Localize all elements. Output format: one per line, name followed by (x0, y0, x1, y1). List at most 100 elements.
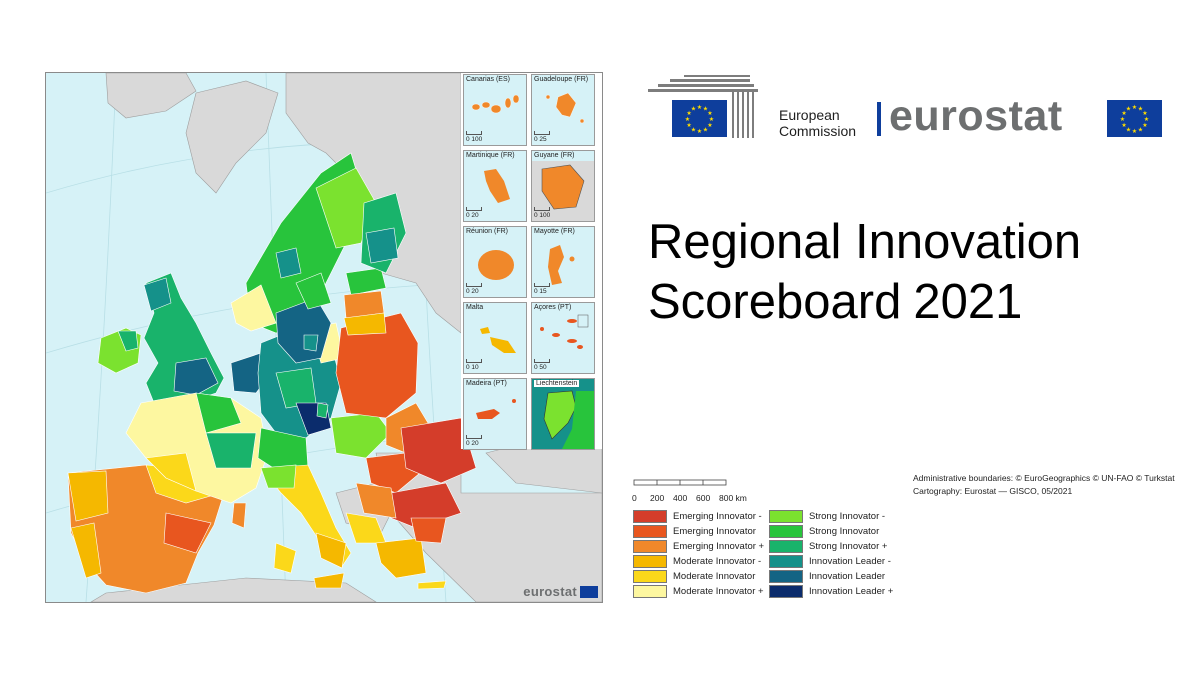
legend-column-2: Strong Innovator - Strong Innovator Stro… (769, 509, 893, 599)
svg-text:★: ★ (691, 106, 696, 113)
inset-title: Réunion (FR) (466, 228, 509, 235)
legend-label: Innovation Leader + (809, 586, 894, 597)
svg-text:★: ★ (686, 110, 691, 117)
scale-tick: 200 (650, 493, 665, 503)
svg-text:★: ★ (1126, 106, 1131, 113)
european-commission-building-logo (648, 75, 758, 138)
legend-label: Emerging Innovator (673, 526, 756, 537)
legend-item: Strong Innovator (769, 524, 893, 539)
svg-text:★: ★ (1132, 104, 1137, 111)
svg-text:★: ★ (1144, 116, 1149, 123)
inset-title: Guadeloupe (FR) (534, 76, 589, 83)
map-credits: Administrative boundaries: © EuroGeograp… (913, 472, 1175, 498)
legend-item: Emerging Innovator - (633, 509, 764, 524)
legend-swatch (633, 585, 667, 598)
svg-text:★: ★ (1126, 126, 1131, 133)
europe-choropleth (46, 73, 602, 602)
inset-mayotte: Mayotte (FR) 0 15 (531, 226, 595, 298)
legend-swatch (633, 510, 667, 523)
ec-line1: European (779, 107, 840, 123)
svg-text:★: ★ (703, 126, 708, 133)
eurostat-wordmark: eurostat (889, 92, 1063, 140)
eu-flag-icon (580, 585, 598, 598)
inset-martinique: Martinique (FR) 0 20 (463, 150, 527, 222)
credits-boundaries: Administrative boundaries: © EuroGeograp… (913, 473, 1175, 483)
inset-liechtenstein: Liechtenstein (531, 378, 595, 450)
svg-text:★: ★ (1121, 122, 1126, 129)
inset-scale: 0 50 (534, 359, 550, 371)
svg-text:★: ★ (1142, 110, 1147, 117)
page-title: Regional Innovation Scoreboard 2021 (648, 212, 1081, 332)
svg-text:★: ★ (1132, 128, 1137, 135)
inset-title: Mayotte (FR) (534, 228, 575, 235)
inset-scale: 0 15 (534, 283, 550, 295)
legend-swatch (769, 540, 803, 553)
ec-line2: Commission (779, 123, 857, 139)
legend-label: Moderate Innovator - (673, 556, 762, 567)
legend-item: Innovation Leader - (769, 554, 893, 569)
legend-swatch (769, 570, 803, 583)
legend-column-1: Emerging Innovator - Emerging Innovator … (633, 509, 764, 599)
svg-text:★: ★ (703, 106, 708, 113)
svg-text:★: ★ (1121, 110, 1126, 117)
map-eurostat-watermark: eurostat (523, 584, 598, 599)
inset-scale: 0 20 (466, 207, 482, 219)
inset-scale: 0 10 (466, 359, 482, 371)
inset-title: Liechtenstein (534, 380, 580, 387)
watermark-text: eurostat (523, 584, 577, 599)
legend-swatch (769, 585, 803, 598)
logo-bar: ★ ★ ★ ★ ★ ★ ★ ★ ★ ★ ★ ★ European Commission euro… (648, 72, 1163, 140)
inset-canarias: Canarias (ES) 0 100 (463, 74, 527, 146)
title-main: Scoreboard (648, 275, 902, 329)
legend-item: Strong Innovator - (769, 509, 893, 524)
legend-label: Moderate Innovator (673, 571, 756, 582)
credits-cartography: Cartography: Eurostat — GISCO, 05/2021 (913, 486, 1073, 496)
legend-swatch (633, 570, 667, 583)
svg-text:★: ★ (709, 116, 714, 123)
legend-label: Emerging Innovator - (673, 511, 762, 522)
legend-label: Innovation Leader (809, 571, 886, 582)
inset-acores: Açores (PT) 0 50 (531, 302, 595, 374)
legend-swatch (633, 555, 667, 568)
legend-label: Strong Innovator - (809, 511, 886, 522)
legend-swatch (769, 510, 803, 523)
svg-text:★: ★ (691, 126, 696, 133)
svg-text:★: ★ (1138, 106, 1143, 113)
logo-divider (877, 102, 881, 136)
svg-text:★: ★ (685, 116, 690, 123)
svg-text:★: ★ (697, 128, 702, 135)
legend-item: Emerging Innovator (633, 524, 764, 539)
legend-label: Strong Innovator + (809, 541, 888, 552)
inset-title: Açores (PT) (534, 304, 572, 311)
inset-title: Canarias (ES) (466, 76, 510, 83)
inset-malta: Malta 0 10 (463, 302, 527, 374)
legend-label: Innovation Leader - (809, 556, 891, 567)
scale-tick: 600 (696, 493, 711, 503)
legend-swatch (769, 555, 803, 568)
legend-item: Moderate Innovator - (633, 554, 764, 569)
legend-item: Innovation Leader + (769, 584, 893, 599)
legend-item: Strong Innovator + (769, 539, 893, 554)
title-year: 2021 (913, 275, 1023, 329)
legend-item: Innovation Leader (769, 569, 893, 584)
svg-text:★: ★ (1120, 116, 1125, 123)
svg-text:★: ★ (697, 104, 702, 111)
inset-madeira: Madeira (PT) 0 20 (463, 378, 527, 450)
inset-scale: 0 20 (466, 283, 482, 295)
regional-innovation-map: Canarias (ES) 0 100 Guadeloupe (FR) 0 25… (45, 72, 603, 603)
svg-text:★: ★ (707, 122, 712, 129)
inset-guyane: Guyane (FR) 0 100 (531, 150, 595, 222)
eu-flag-icon: ★ ★ ★ ★ ★ ★ ★ ★ ★ ★ ★ ★ (1107, 100, 1162, 137)
svg-text:★: ★ (1138, 126, 1143, 133)
scale-bar-graphic (633, 479, 727, 486)
inset-guadeloupe: Guadeloupe (FR) 0 25 (531, 74, 595, 146)
inset-title: Martinique (FR) (466, 152, 515, 159)
legend-label: Emerging Innovator + (673, 541, 765, 552)
outermost-regions-insets: Canarias (ES) 0 100 Guadeloupe (FR) 0 25… (461, 73, 602, 450)
legend-item: Moderate Innovator + (633, 584, 764, 599)
svg-text:★: ★ (707, 110, 712, 117)
inset-reunion: Réunion (FR) 0 20 (463, 226, 527, 298)
inset-title: Guyane (FR) (534, 152, 575, 159)
legend-label: Strong Innovator (809, 526, 880, 537)
map-scale-bar: 0 200 400 600 800 km (632, 474, 773, 504)
